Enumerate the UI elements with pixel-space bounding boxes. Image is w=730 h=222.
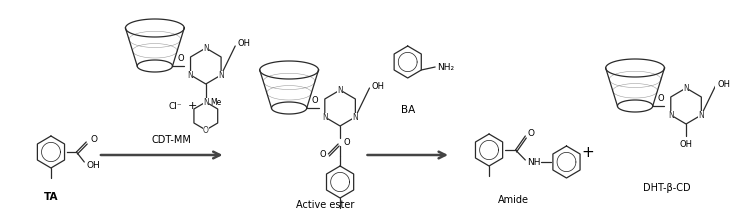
Text: N: N bbox=[337, 85, 343, 95]
Text: DHT-β-CD: DHT-β-CD bbox=[642, 183, 691, 193]
Text: N: N bbox=[699, 111, 704, 119]
Text: O: O bbox=[320, 149, 326, 159]
Text: +: + bbox=[582, 145, 594, 159]
Text: NH₂: NH₂ bbox=[437, 63, 454, 71]
Text: O: O bbox=[527, 129, 534, 137]
Text: O: O bbox=[177, 54, 184, 63]
Text: O: O bbox=[343, 138, 350, 147]
Text: Amide: Amide bbox=[498, 195, 529, 205]
Text: BA: BA bbox=[401, 105, 415, 115]
Text: N: N bbox=[218, 71, 224, 79]
Text: N: N bbox=[203, 44, 209, 52]
Text: N: N bbox=[353, 113, 358, 121]
Text: Cl⁻: Cl⁻ bbox=[169, 101, 182, 111]
Text: O: O bbox=[91, 135, 97, 143]
Text: +: + bbox=[188, 101, 197, 111]
Text: Me: Me bbox=[211, 98, 222, 107]
Text: N: N bbox=[683, 83, 689, 93]
Text: CDT-MM: CDT-MM bbox=[152, 135, 191, 145]
Text: OH: OH bbox=[372, 81, 385, 91]
Text: O: O bbox=[657, 94, 664, 103]
Text: N: N bbox=[203, 97, 209, 107]
Text: Active ester: Active ester bbox=[296, 200, 355, 210]
Text: N: N bbox=[188, 71, 193, 79]
Text: OH: OH bbox=[718, 79, 730, 89]
Text: O: O bbox=[311, 96, 318, 105]
Text: NH: NH bbox=[527, 157, 541, 166]
Text: OH: OH bbox=[237, 40, 250, 48]
Text: OH: OH bbox=[680, 140, 693, 149]
Text: N: N bbox=[322, 113, 328, 121]
Text: OH: OH bbox=[86, 161, 100, 170]
Text: TA: TA bbox=[44, 192, 58, 202]
Text: N: N bbox=[668, 111, 674, 119]
Text: O: O bbox=[203, 125, 209, 135]
